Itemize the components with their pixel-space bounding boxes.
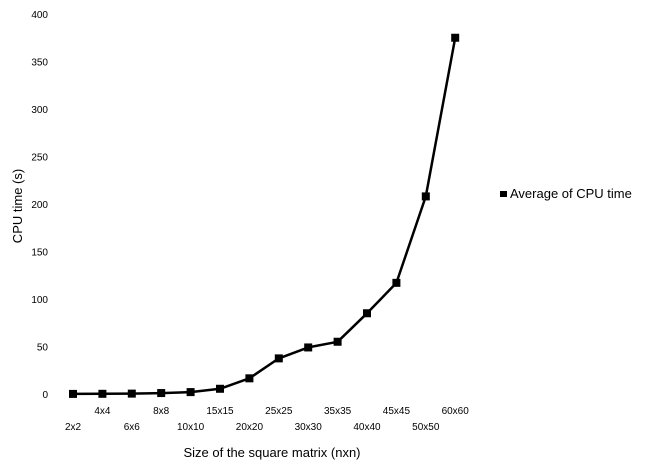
y-axis-title: CPU time (s): [10, 169, 25, 243]
x-tick-label: 15x15: [206, 406, 234, 417]
data-point-marker: [69, 389, 77, 398]
data-point-marker: [363, 309, 371, 318]
x-tick-label: 40x40: [353, 422, 381, 433]
data-point-marker: [186, 388, 195, 397]
data-point-marker: [245, 374, 254, 383]
y-tick-label: 100: [31, 295, 48, 306]
data-point-marker: [451, 33, 460, 42]
y-tick-label: 350: [31, 58, 48, 69]
x-tick-label: 8x8: [153, 406, 170, 417]
x-tick-label: 60x60: [442, 406, 470, 417]
data-point-marker: [127, 389, 136, 398]
legend-marker: [500, 191, 507, 197]
x-tick-label: 30x30: [295, 422, 323, 433]
y-tick-label: 400: [31, 10, 48, 21]
x-tick-label: 45x45: [383, 406, 411, 417]
x-tick-label: 35x35: [324, 406, 352, 417]
data-point-marker: [157, 389, 166, 398]
x-tick-label: 25x25: [265, 406, 293, 417]
x-tick-label: 20x20: [236, 422, 264, 433]
y-tick-label: 300: [31, 105, 48, 116]
data-point-marker: [274, 354, 283, 363]
series-line: [72, 37, 457, 396]
legend-label: Average of CPU time: [510, 186, 632, 201]
plot-area: [69, 33, 460, 398]
x-axis: 2x2 4x4 6x6 8x8 10x1015x1520x2025x2530x3035x…: [65, 406, 469, 433]
x-tick-label: 4x4: [94, 406, 111, 417]
data-point-marker: [421, 192, 430, 201]
data-point-marker: [392, 278, 401, 287]
y-tick-label: 200: [31, 200, 48, 211]
legend: Average of CPU time: [500, 186, 632, 201]
y-tick-label: 0: [42, 390, 48, 401]
x-tick-label: 50x50: [412, 422, 440, 433]
y-tick-label: 250: [31, 153, 48, 164]
data-point-marker: [216, 384, 224, 393]
x-tick-label: 6x6: [124, 422, 141, 433]
y-axis: 0 50 100 150 200 250 300 350 400: [31, 10, 48, 401]
y-tick-label: 150: [31, 248, 48, 259]
x-axis-title: Size of the square matrix (nxn): [183, 445, 360, 460]
data-point-marker: [304, 343, 313, 352]
data-point-marker: [333, 337, 342, 346]
y-tick-label: 50: [37, 343, 49, 354]
data-point-marker: [98, 389, 107, 398]
x-tick-label: 10x10: [177, 422, 205, 433]
x-tick-label: 2x2: [65, 422, 82, 433]
